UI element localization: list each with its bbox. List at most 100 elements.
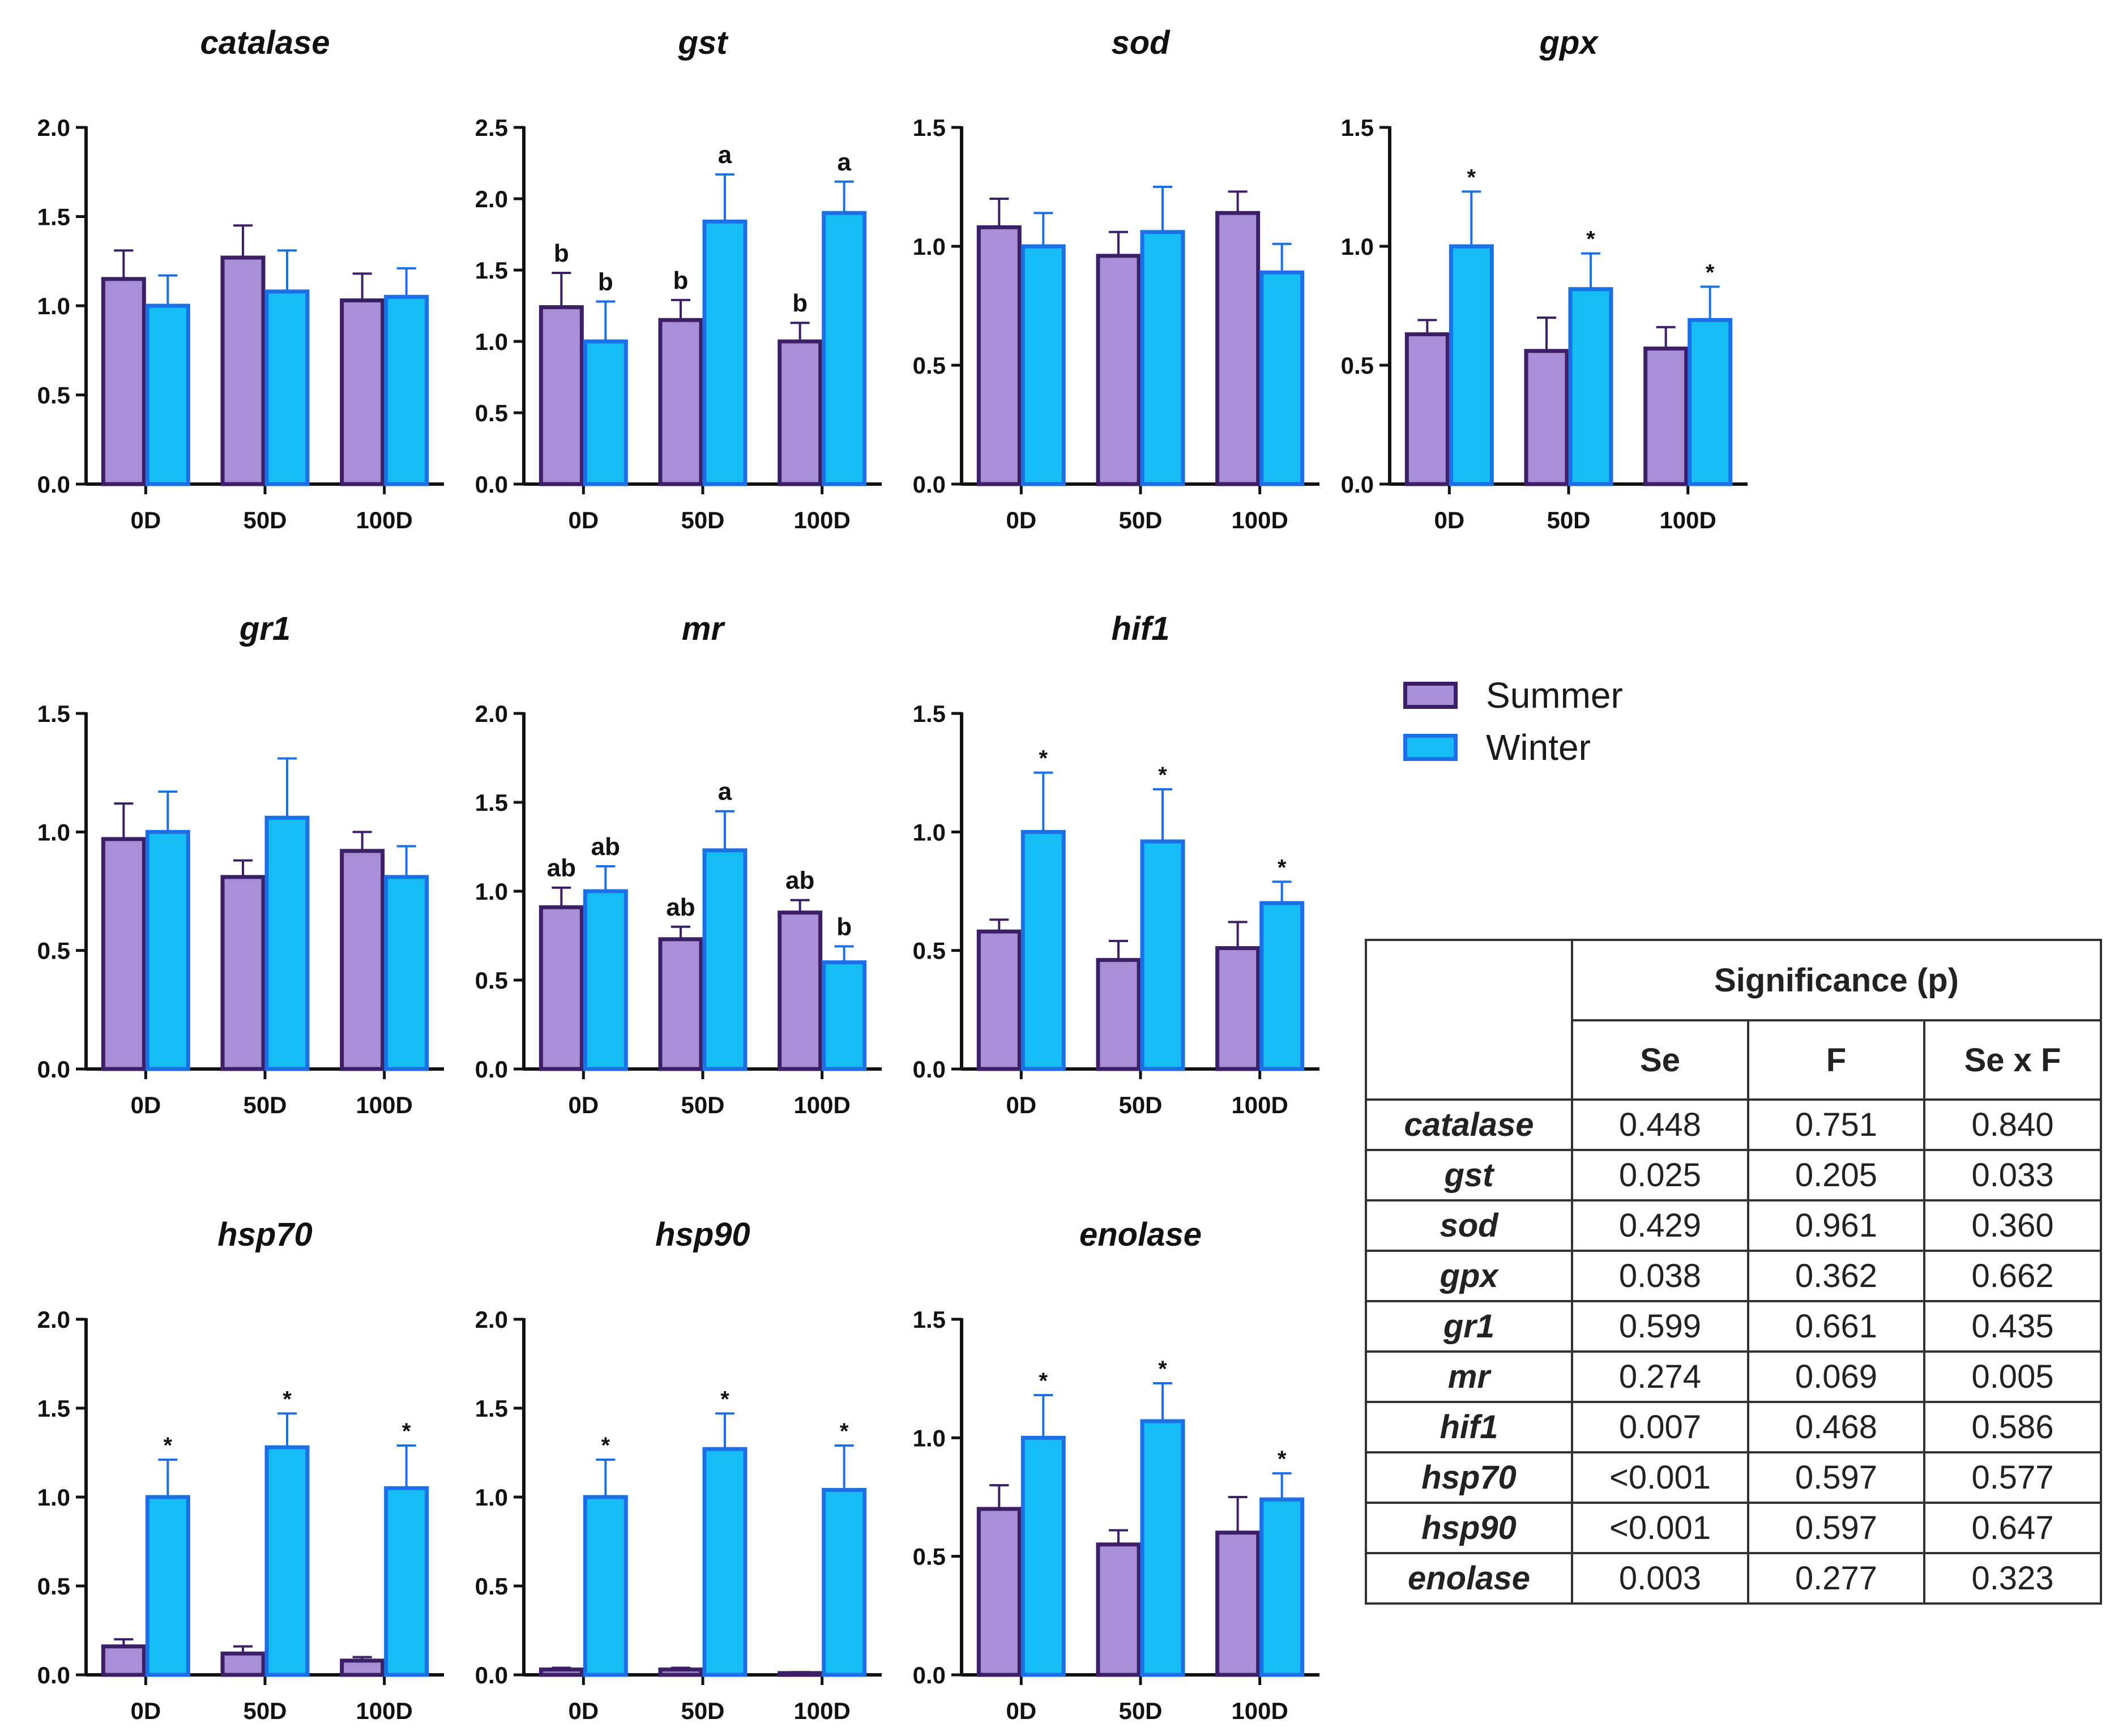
bar-summer bbox=[220, 875, 266, 1071]
x-tick-label: 100D bbox=[793, 1697, 850, 1724]
chart-title: hsp90 bbox=[655, 1216, 750, 1253]
y-tick-label: 1.0 bbox=[913, 1425, 946, 1451]
table-row: hsp90 <0.001 0.597 0.647 bbox=[1365, 1502, 2103, 1554]
bar-winter bbox=[1140, 1419, 1185, 1677]
y-tick-label: 1.5 bbox=[913, 114, 946, 141]
table-value-cell: 0.429 bbox=[1571, 1199, 1749, 1252]
y-tick-label: 1.5 bbox=[1341, 114, 1374, 141]
bar-winter bbox=[583, 1495, 628, 1677]
bar-summer bbox=[778, 1671, 823, 1677]
table-gene-cell: enolase bbox=[1365, 1552, 1573, 1605]
chart-title: gr1 bbox=[239, 610, 291, 647]
bar-summer bbox=[340, 849, 385, 1071]
bar-winter bbox=[145, 829, 190, 1071]
bar-summer bbox=[778, 339, 823, 486]
y-tick-label: 1.5 bbox=[37, 204, 70, 230]
table-gene-cell: hsp70 bbox=[1365, 1451, 1573, 1504]
y-tick-label: 0.5 bbox=[475, 1573, 508, 1600]
significance-label: * bbox=[164, 1433, 173, 1458]
y-tick-label: 0.5 bbox=[913, 938, 946, 964]
table-row: gr1 0.599 0.661 0.435 bbox=[1365, 1300, 2103, 1353]
x-tick-label: 50D bbox=[1118, 507, 1162, 533]
bar-winter bbox=[1020, 829, 1066, 1071]
significance-label: * bbox=[1278, 1447, 1287, 1472]
significance-label: a bbox=[837, 148, 851, 176]
table-row: enolase 0.003 0.277 0.323 bbox=[1365, 1552, 2103, 1605]
table-value-cell: 0.468 bbox=[1747, 1401, 1925, 1453]
significance-label: b bbox=[792, 289, 808, 317]
significance-label: * bbox=[1158, 1357, 1167, 1382]
table-row: gst 0.025 0.205 0.033 bbox=[1365, 1149, 2103, 1201]
table-value-cell: 0.360 bbox=[1923, 1199, 2103, 1252]
significance-table-body: Significance (p) Se F Se x F catalase 0.4… bbox=[1365, 939, 2103, 1605]
chart-title: hsp70 bbox=[217, 1216, 313, 1253]
bar-winter bbox=[702, 848, 748, 1071]
chart-title: gpx bbox=[1539, 24, 1599, 61]
y-tick-label: 0.0 bbox=[913, 471, 946, 498]
significance-label: * bbox=[1586, 227, 1595, 252]
significance-label: * bbox=[1706, 260, 1715, 285]
significance-label: a bbox=[718, 141, 732, 169]
bar-winter bbox=[1568, 287, 1613, 486]
x-tick-label: 50D bbox=[243, 1697, 287, 1724]
chart-title: hif1 bbox=[1111, 610, 1169, 647]
table-value-cell: 0.025 bbox=[1571, 1149, 1749, 1201]
bar-winter bbox=[264, 289, 310, 486]
x-tick-label: 50D bbox=[243, 507, 287, 533]
bar-winter bbox=[145, 303, 190, 486]
bar-winter bbox=[702, 1447, 748, 1677]
table-gene-cell: hsp90 bbox=[1365, 1502, 1573, 1554]
significance-label: * bbox=[720, 1387, 729, 1412]
table-row: hif1 0.007 0.468 0.586 bbox=[1365, 1401, 2103, 1453]
legend-item-winter: Winter bbox=[1403, 721, 1698, 773]
x-tick-label: 0D bbox=[130, 1697, 161, 1724]
bar-winter bbox=[1140, 230, 1185, 486]
bar-summer bbox=[1524, 349, 1569, 486]
bar-winter bbox=[384, 294, 429, 486]
table-value-cell: 0.033 bbox=[1923, 1149, 2103, 1201]
bar-summer bbox=[1096, 957, 1141, 1071]
y-tick-label: 2.0 bbox=[37, 114, 70, 141]
y-tick-label: 0.5 bbox=[913, 1543, 946, 1570]
table-gene-cell: hif1 bbox=[1365, 1401, 1573, 1453]
bar-winter bbox=[1140, 839, 1185, 1071]
bar-winter bbox=[264, 1445, 310, 1677]
legend-swatch-summer bbox=[1403, 682, 1458, 709]
significance-label: * bbox=[1467, 165, 1476, 190]
bar-summer bbox=[1215, 946, 1261, 1071]
x-tick-label: 50D bbox=[681, 1697, 724, 1724]
significance-label: * bbox=[1278, 855, 1287, 880]
chart-title: sod bbox=[1111, 24, 1171, 61]
table-corner-cell bbox=[1365, 939, 1573, 1101]
table-value-cell: 0.069 bbox=[1747, 1350, 1925, 1403]
x-tick-label: 50D bbox=[681, 1092, 724, 1118]
x-tick-label: 100D bbox=[793, 1092, 850, 1118]
y-tick-label: 0.0 bbox=[37, 1056, 70, 1083]
bar-winter bbox=[1259, 901, 1305, 1071]
bar-winter bbox=[384, 875, 429, 1071]
table-row: mr 0.274 0.069 0.005 bbox=[1365, 1350, 2103, 1403]
table-gene-cell: catalase bbox=[1365, 1098, 1573, 1151]
y-tick-label: 1.5 bbox=[913, 700, 946, 727]
y-tick-label: 0.5 bbox=[37, 382, 70, 409]
legend-swatch-winter bbox=[1403, 734, 1458, 761]
x-tick-label: 0D bbox=[130, 507, 161, 533]
bar-summer bbox=[539, 905, 584, 1071]
significance-label: * bbox=[840, 1419, 849, 1444]
table-value-cell: 0.661 bbox=[1747, 1300, 1925, 1353]
bar-winter bbox=[1020, 1435, 1066, 1677]
table-row: gpx 0.038 0.362 0.662 bbox=[1365, 1250, 2103, 1302]
table-value-cell: 0.961 bbox=[1747, 1199, 1925, 1252]
y-tick-label: 0.5 bbox=[37, 938, 70, 964]
bar-winter bbox=[145, 1495, 190, 1677]
table-value-cell: 0.205 bbox=[1747, 1149, 1925, 1201]
y-tick-label: 0.0 bbox=[1341, 471, 1374, 498]
table-gene-cell: gr1 bbox=[1365, 1300, 1573, 1353]
x-tick-label: 100D bbox=[356, 1697, 412, 1724]
significance-label: * bbox=[1039, 1369, 1048, 1393]
significance-label: a bbox=[718, 778, 732, 806]
table-value-cell: 0.599 bbox=[1571, 1300, 1749, 1353]
table-value-cell: 0.597 bbox=[1747, 1451, 1925, 1504]
table-title: Significance (p) bbox=[1570, 939, 2103, 1021]
significance-label: b bbox=[836, 913, 852, 940]
